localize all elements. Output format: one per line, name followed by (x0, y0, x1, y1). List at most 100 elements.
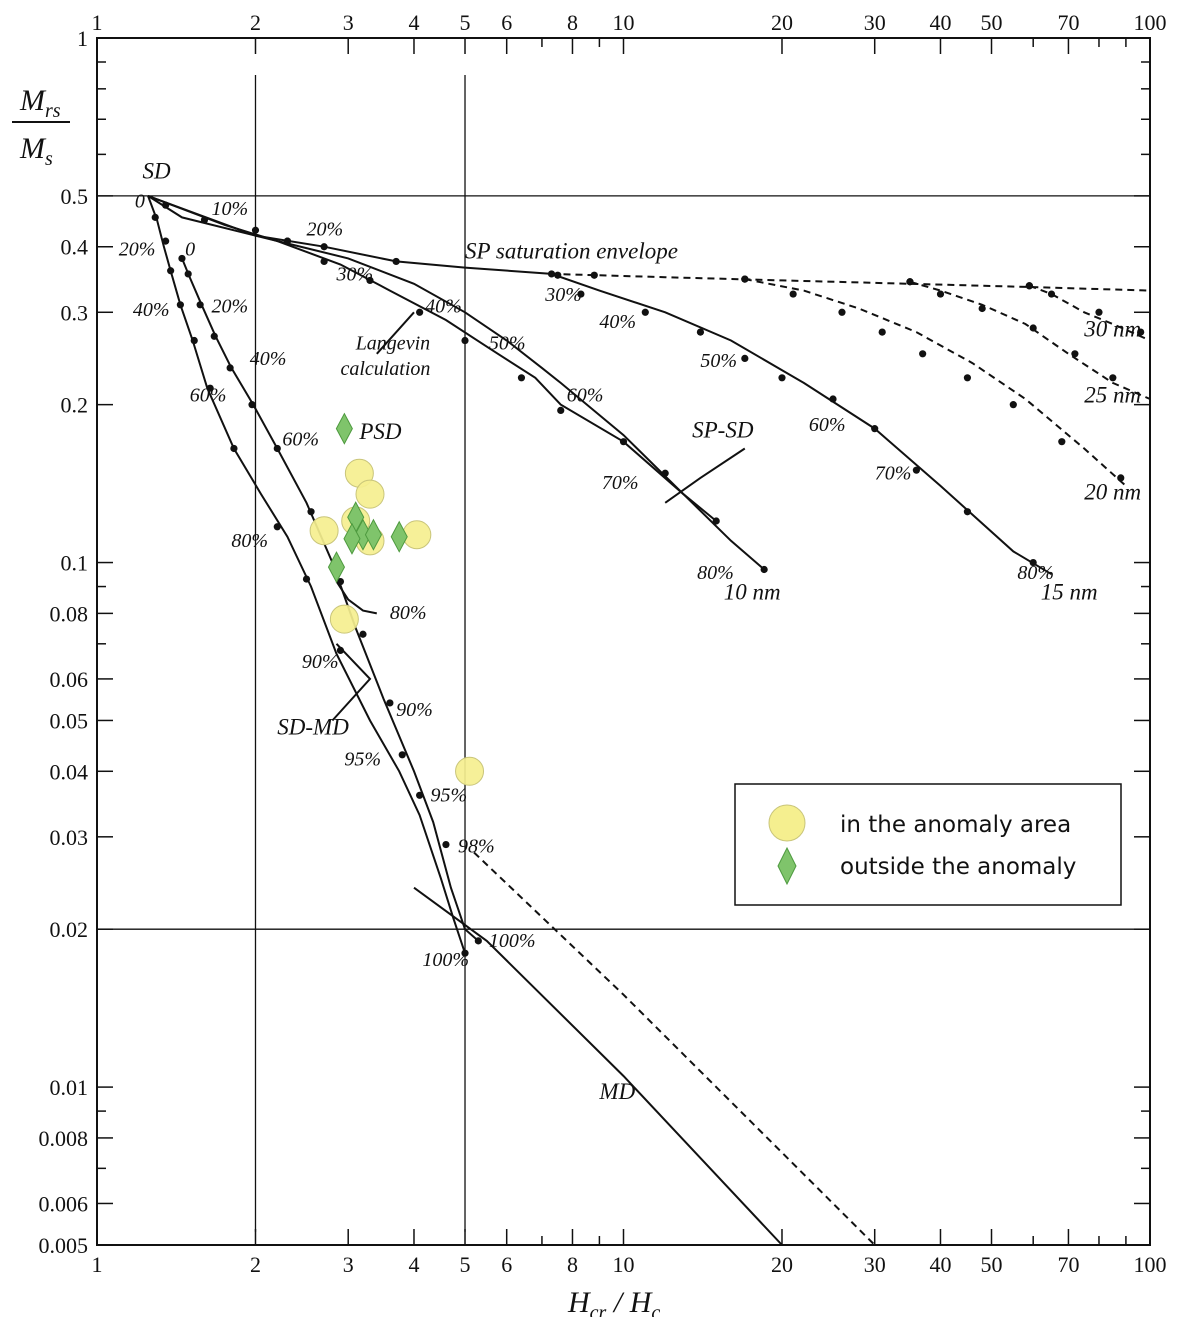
curve-4-point-4 (320, 257, 328, 266)
diamond-point-5 (390, 520, 408, 553)
annotations-layer: SD 0 10% 20% 0 20% SP saturation envelope 30% 20… (119, 158, 1141, 1103)
legend-diamond-marker (777, 846, 797, 886)
annotation-42: 100% (422, 949, 469, 971)
y-tick-label-0.008: 0.008 (39, 1126, 89, 1151)
curve-5-point-9 (778, 374, 786, 382)
curve-4-point-2 (251, 226, 260, 234)
annotation-32: 10 nm (724, 580, 781, 605)
curve-7-point-0 (741, 275, 749, 283)
curve-7-point-3 (878, 328, 886, 336)
curve-5 (147, 194, 1053, 576)
y-tick-label-0.3: 0.3 (61, 300, 89, 325)
curve-5-point-14 (1029, 558, 1037, 567)
curve-0-point-8 (302, 575, 311, 583)
annotation-11: 40% (425, 295, 462, 317)
y-tick-label-0.005: 0.005 (39, 1233, 89, 1258)
annotation-24: PSD (358, 419, 402, 444)
curve-9-point-1 (1047, 290, 1056, 298)
annotation-0: SD (142, 158, 171, 183)
annotation-35: 90% (302, 651, 339, 673)
curve-8 (909, 280, 1151, 400)
x-tick-label-top-6: 6 (501, 10, 512, 35)
y-tick-label-0.01: 0.01 (50, 1075, 89, 1100)
annotation-26: 70% (875, 462, 912, 484)
curve-9-point-3 (1137, 328, 1145, 336)
curve-0 (147, 195, 466, 954)
curve-0-point-0 (151, 213, 159, 221)
x-tick-label-top-5: 5 (460, 10, 471, 35)
x-tick-label-bottom-1: 1 (92, 1252, 103, 1277)
curve-4-point-9 (557, 406, 565, 415)
annotation-1: 0 (135, 191, 145, 213)
curve-1-point-11 (416, 791, 424, 799)
curve-0-point-2 (167, 267, 175, 275)
y-tick-label-0.08: 0.08 (50, 601, 89, 626)
curve-1-point-5 (248, 401, 256, 409)
legend: in the anomaly area outside the anomaly (734, 783, 1122, 906)
curve-7-point-4 (919, 350, 927, 358)
curve-1-point-6 (273, 444, 281, 453)
curve-9 (1029, 284, 1151, 342)
annotation-19: 25 nm (1084, 382, 1141, 407)
scatter-layer (309, 412, 485, 786)
annotation-34: 80% (390, 602, 427, 624)
annotation-36: SD-MD (277, 715, 349, 740)
annotation-7: 30% (335, 263, 373, 285)
diamond-point-4 (343, 522, 361, 555)
curve-2 (335, 580, 377, 615)
circle-point-2 (309, 516, 339, 546)
curve-4-point-0 (162, 201, 170, 209)
curve-8-point-1 (936, 290, 945, 298)
curve-13 (331, 643, 372, 722)
annotation-23: 60% (809, 414, 846, 436)
legend-entry-0: in the anomaly area (840, 812, 1071, 838)
circle-point-5 (402, 520, 432, 550)
curve-5-point-11 (871, 425, 879, 433)
annotation-33: 15 nm (1041, 580, 1098, 605)
y-axis-label-denominator: Ms (19, 132, 53, 170)
curve-0-point-9 (336, 646, 345, 655)
curve-14 (376, 311, 415, 355)
curve-1-point-1 (184, 270, 192, 278)
annotation-25: 60% (282, 429, 319, 451)
x-tick-label-top-4: 4 (408, 10, 419, 35)
curve-1-point-9 (359, 630, 367, 638)
x-tick-label-bottom-50: 50 (981, 1252, 1003, 1277)
curve-4-point-12 (712, 517, 720, 525)
curve-4-point-6 (416, 308, 424, 316)
curve-0-point-1 (162, 237, 170, 245)
legend-circle-marker (768, 804, 806, 842)
annotation-27: 70% (602, 472, 639, 494)
annotation-43: MD (598, 1079, 635, 1104)
curve-12 (664, 447, 746, 504)
curve-4-point-5 (366, 276, 374, 285)
x-tick-label-top-50: 50 (981, 10, 1003, 35)
x-tick-label-bottom-3: 3 (343, 1252, 354, 1277)
x-tick-label-bottom-30: 30 (864, 1252, 886, 1277)
curve-10 (413, 886, 783, 1246)
annotation-8: 20% (212, 295, 249, 317)
legend-entry-1: outside the anomaly (840, 854, 1076, 880)
curve-9-point-0 (1025, 282, 1033, 290)
y-tick-label-0.2: 0.2 (61, 393, 89, 418)
x-tick-label-top-10: 10 (613, 10, 635, 35)
annotation-37: 90% (396, 699, 433, 721)
curve-1 (181, 258, 479, 942)
curve-1-point-2 (196, 301, 204, 309)
y-tick-label-0.4: 0.4 (61, 235, 89, 260)
curve-0-point-4 (190, 336, 198, 345)
curve-7-point-5 (963, 374, 972, 382)
curve-1-point-8 (336, 577, 345, 586)
annotation-3: 20% (119, 238, 156, 260)
curve-8-point-0 (906, 278, 914, 286)
annotation-2: 10% (212, 198, 249, 220)
curve-4-point-1 (200, 216, 209, 224)
annotation-22: SP-SD (692, 418, 754, 443)
curve-6-point-0 (590, 271, 598, 279)
curve-7 (744, 278, 1127, 487)
x-tick-label-top-40: 40 (929, 10, 951, 35)
curve-9-point-2 (1095, 308, 1103, 316)
annotation-4: 0 (185, 238, 195, 260)
y-tick-label-0.06: 0.06 (50, 667, 89, 692)
x-tick-label-top-100: 100 (1134, 10, 1167, 35)
